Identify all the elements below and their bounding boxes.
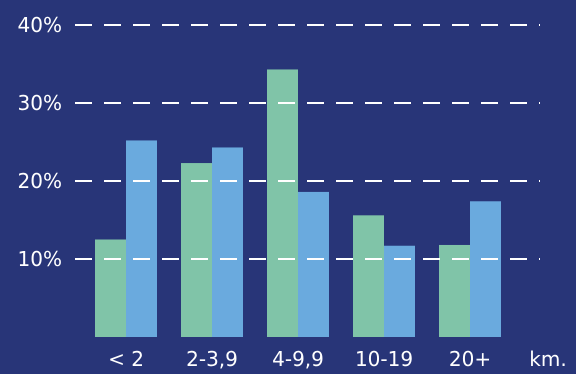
bar-series2-1 <box>126 140 157 337</box>
bar-series2-3 <box>298 191 329 337</box>
x-category-label: < 2 <box>108 347 144 371</box>
bar-series1-3 <box>267 69 298 338</box>
bar-series1-2 <box>181 163 212 337</box>
x-category-labels: < 2 2-3,9 4-9,9 10-19 20+ <box>108 347 491 371</box>
x-category-label: 4-9,9 <box>272 347 324 371</box>
x-category-label: 20+ <box>449 347 491 371</box>
y-tick-label: 30% <box>18 91 62 115</box>
y-tick-label: 20% <box>18 169 62 193</box>
bar-series1-1 <box>95 239 126 337</box>
bar-series1-5 <box>439 244 470 337</box>
y-tick-label: 40% <box>18 13 62 37</box>
x-unit-label: km. <box>529 347 566 371</box>
y-tick-label: 10% <box>18 247 62 271</box>
gridlines-layer <box>75 24 540 260</box>
x-category-label: 2-3,9 <box>186 347 238 371</box>
bars-layer <box>95 69 501 338</box>
y-tick-labels: 10% 20% 30% 40% <box>18 13 62 271</box>
bar-series2-5 <box>470 201 501 337</box>
x-category-label: 10-19 <box>355 347 413 371</box>
bar-series2-2 <box>212 147 243 337</box>
bar-series1-4 <box>353 215 384 337</box>
bar-series2-4 <box>384 245 415 337</box>
